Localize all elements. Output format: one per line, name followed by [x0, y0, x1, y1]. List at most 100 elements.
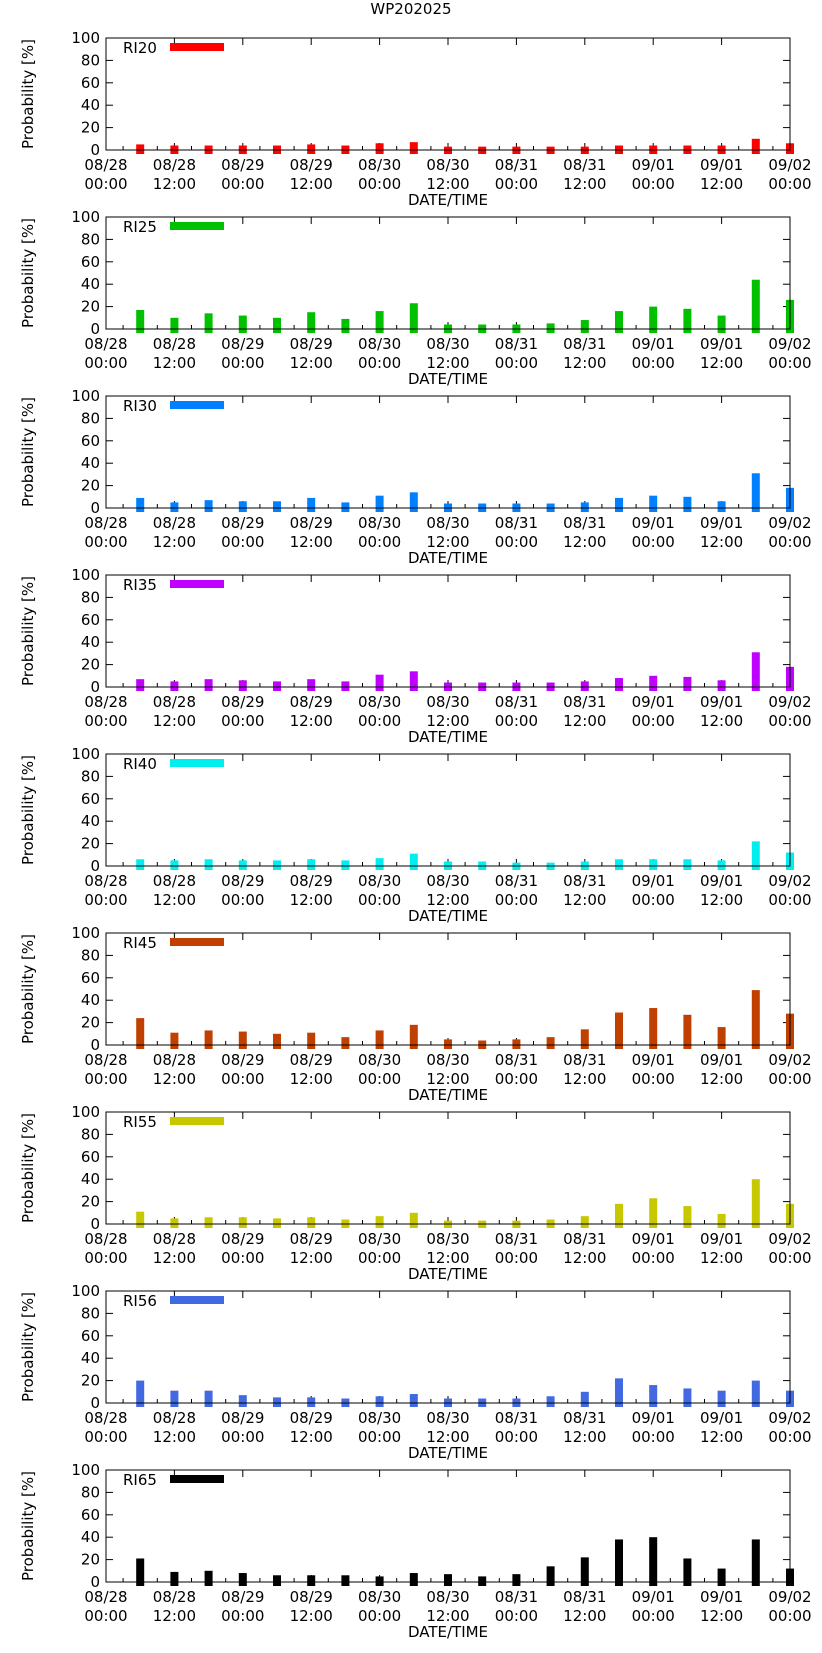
x-tick-label-time: 12:00 — [700, 175, 743, 193]
x-tick-label-time: 00:00 — [495, 1607, 538, 1625]
x-tick-label-time: 12:00 — [700, 1607, 743, 1625]
x-tick-label-time: 12:00 — [290, 712, 333, 730]
x-tick-label-date: 08/30 — [358, 335, 401, 353]
bar-ri40-5 — [273, 860, 281, 870]
bar-ri56-17 — [683, 1388, 692, 1407]
x-tick-label-date: 09/01 — [700, 514, 743, 532]
y-axis-label: Probability [%] — [19, 397, 37, 507]
bar-ri25-4 — [238, 315, 247, 333]
legend-label: RI45 — [123, 934, 157, 952]
y-tick-label: 20 — [81, 477, 100, 495]
y-tick-label: 0 — [90, 678, 100, 696]
bar-ri45-4 — [238, 1031, 247, 1049]
bar-ri45-8 — [375, 1030, 384, 1049]
x-tick-label-date: 08/28 — [153, 1588, 196, 1606]
y-tick-label: 80 — [81, 1483, 100, 1501]
x-tick-label-date: 09/01 — [632, 1051, 675, 1069]
y-tick-label: 60 — [81, 611, 100, 629]
x-tick-label-date: 08/29 — [290, 872, 333, 890]
bar-ri55-15 — [615, 1203, 623, 1228]
x-tick-label-date: 09/01 — [632, 1230, 675, 1248]
x-axis-label: DATE/TIME — [408, 1265, 488, 1283]
x-tick-label-time: 00:00 — [221, 1607, 264, 1625]
x-tick-label-date: 09/02 — [768, 693, 811, 711]
y-axis-label: Probability [%] — [19, 1113, 37, 1223]
bar-ri30-5 — [273, 501, 281, 512]
x-tick-label-time: 12:00 — [290, 891, 333, 909]
chart-panel-ri45: 10080604020008/2800:0008/2812:0008/2900:… — [19, 924, 812, 1104]
x-tick-label-date: 09/01 — [700, 156, 743, 174]
bar-ri35-3 — [204, 679, 213, 691]
y-tick-label: 100 — [71, 208, 100, 226]
bar-ri45-7 — [341, 1037, 350, 1049]
bar-ri20-19 — [751, 138, 760, 154]
y-tick-label: 0 — [90, 1036, 100, 1054]
x-tick-label-date: 08/31 — [495, 693, 538, 711]
bar-ri40-18 — [717, 860, 726, 870]
bar-ri40-6 — [307, 859, 316, 870]
x-tick-label-date: 09/01 — [700, 693, 743, 711]
bar-ri45-1 — [136, 1018, 145, 1049]
bar-ri56-4 — [238, 1395, 247, 1407]
x-axis-label: DATE/TIME — [408, 1086, 488, 1104]
bar-ri45-10 — [444, 1039, 452, 1049]
bar-ri65-10 — [444, 1574, 452, 1586]
x-tick-label-time: 12:00 — [290, 1607, 333, 1625]
y-tick-label: 20 — [81, 1551, 100, 1569]
y-axis-label: Probability [%] — [19, 39, 37, 149]
x-tick-label-date: 08/29 — [290, 514, 333, 532]
bar-ri30-3 — [204, 500, 213, 512]
bar-ri40-17 — [683, 859, 692, 870]
y-tick-label: 40 — [81, 454, 100, 472]
bar-ri30-16 — [649, 495, 658, 512]
x-tick-label-date: 09/01 — [632, 514, 675, 532]
y-tick-label: 60 — [81, 74, 100, 92]
x-tick-label-time: 00:00 — [84, 1428, 127, 1446]
x-tick-label-time: 12:00 — [563, 1249, 606, 1267]
legend-swatch — [170, 1296, 224, 1304]
y-tick-label: 80 — [81, 1304, 100, 1322]
x-tick-label-time: 00:00 — [358, 1607, 401, 1625]
bar-ri55-9 — [409, 1212, 418, 1228]
x-tick-label-time: 00:00 — [84, 1070, 127, 1088]
x-tick-label-date: 08/29 — [290, 693, 333, 711]
bar-ri35-6 — [307, 679, 316, 691]
bar-ri55-17 — [683, 1206, 692, 1228]
bar-ri25-16 — [649, 306, 658, 333]
x-tick-label-date: 08/29 — [290, 156, 333, 174]
bar-ri35-9 — [409, 671, 418, 691]
y-tick-label: 100 — [71, 566, 100, 584]
plot-frame — [105, 1111, 791, 1225]
x-tick-label-time: 12:00 — [700, 354, 743, 372]
chart-panel-ri25: 10080604020008/2800:0008/2812:0008/2900:… — [19, 208, 812, 388]
x-tick-label-date: 08/28 — [84, 693, 127, 711]
bar-ri30-19 — [751, 473, 760, 512]
x-tick-label-date: 08/31 — [563, 1588, 606, 1606]
x-tick-label-time: 00:00 — [221, 891, 264, 909]
x-tick-label-date: 08/28 — [153, 693, 196, 711]
x-tick-label-date: 08/30 — [358, 1409, 401, 1427]
bar-ri65-12 — [512, 1574, 521, 1586]
bar-ri35-15 — [615, 678, 623, 691]
x-tick-label-time: 12:00 — [290, 1070, 333, 1088]
x-tick-label-time: 12:00 — [153, 1607, 196, 1625]
chart-panel-ri20: 10080604020008/2800:0008/2812:0008/2900:… — [19, 29, 812, 209]
x-tick-label-time: 00:00 — [221, 1070, 264, 1088]
x-tick-label-date: 08/31 — [563, 1230, 606, 1248]
x-tick-label-date: 08/31 — [563, 156, 606, 174]
x-tick-label-date: 09/02 — [768, 1051, 811, 1069]
y-tick-label: 20 — [81, 1014, 100, 1032]
x-tick-label-date: 08/28 — [153, 1409, 196, 1427]
bar-ri56-8 — [375, 1396, 384, 1407]
x-tick-label-date: 09/01 — [632, 872, 675, 890]
x-tick-label-time: 00:00 — [221, 533, 264, 551]
x-tick-label-date: 09/01 — [632, 693, 675, 711]
x-tick-label-time: 00:00 — [358, 1428, 401, 1446]
legend-label: RI55 — [123, 1113, 157, 1131]
x-tick-label-date: 08/31 — [495, 1230, 538, 1248]
chart-panel-ri56: 10080604020008/2800:0008/2812:0008/2900:… — [19, 1282, 812, 1462]
x-tick-label-time: 00:00 — [495, 533, 538, 551]
x-tick-label-date: 08/29 — [290, 1051, 333, 1069]
y-axis-label: Probability [%] — [19, 218, 37, 328]
bar-ri25-8 — [375, 311, 384, 333]
